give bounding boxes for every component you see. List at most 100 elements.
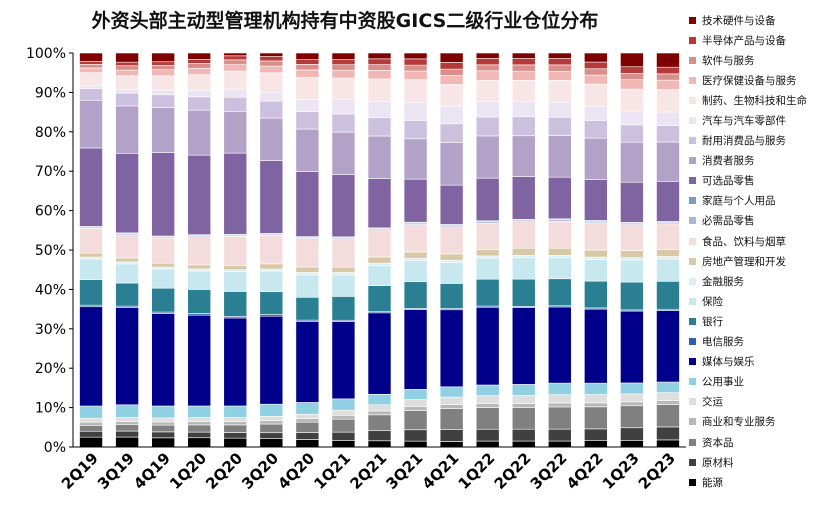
bar-segment [511, 80, 536, 103]
bar-segment [295, 99, 320, 113]
legend-swatch [689, 237, 696, 245]
legend-item: 汽车与汽车零部件 [689, 110, 830, 130]
bar-segment [223, 437, 248, 448]
bar-segment [656, 141, 680, 182]
bar-segment [547, 278, 572, 307]
bar-segment [151, 94, 175, 108]
legend-item: 医疗保健设备与服务 [689, 70, 830, 90]
bar-segment [115, 105, 139, 154]
legend-label: 银行 [702, 315, 723, 328]
bar-segment [511, 247, 536, 256]
bar-segment [620, 393, 644, 403]
bar-segment [187, 424, 212, 433]
bar-segment [223, 417, 248, 422]
bar-segment [367, 64, 392, 71]
bar-segment [475, 64, 500, 72]
bar-segment [151, 417, 175, 423]
bar-segment [620, 440, 644, 448]
legend-label: 必需品零售 [702, 215, 755, 228]
bar-segment [223, 152, 248, 235]
legend-swatch [689, 398, 696, 406]
bar-segment [403, 406, 428, 411]
x-tick-label: 2Q21 [346, 449, 390, 493]
legend-item: 房地产管理和开发 [689, 251, 830, 271]
bar-segment [295, 421, 320, 433]
bar-segment [511, 428, 536, 442]
bar-segment [620, 141, 644, 183]
bar-segment [439, 84, 464, 107]
bar-segment [403, 70, 428, 80]
bar-segment [656, 249, 680, 257]
bar-segment [475, 249, 500, 257]
bar-segment [187, 63, 212, 69]
legend-swatch [689, 458, 696, 466]
bar-segment [295, 59, 320, 65]
bar-segment [259, 65, 284, 74]
x-tick-label: 4Q20 [274, 449, 318, 493]
bar-segment [403, 79, 428, 104]
bar-segment [475, 135, 500, 179]
bar-segment [367, 265, 392, 286]
bar-segment [403, 138, 428, 180]
bar-segment [187, 405, 212, 418]
bar-segment [79, 252, 103, 258]
legend-item: 媒体与娱乐 [689, 352, 830, 372]
bar-segment [187, 74, 212, 91]
bar-segment [620, 257, 644, 261]
bar-segment [403, 410, 428, 431]
bar-segment [620, 382, 644, 395]
legend-label: 可选品零售 [702, 175, 755, 188]
bar-segment [79, 279, 103, 306]
bar-segment [295, 432, 320, 440]
bar-segment [259, 416, 284, 421]
x-tick-label: 3Q19 [94, 449, 138, 493]
bar-segment [115, 257, 139, 263]
bar-segment [439, 283, 464, 309]
bar-segment [187, 109, 212, 156]
bar-segment [151, 421, 175, 426]
x-tick-label: 4Q19 [130, 449, 174, 493]
bar-segment [547, 176, 572, 220]
bar-segment [367, 430, 392, 442]
bar-segment [547, 440, 572, 448]
bar-segment [367, 58, 392, 65]
bar-segment [584, 256, 608, 260]
bar-segment [439, 259, 464, 263]
bar-segment [656, 310, 680, 383]
bar-segment [475, 257, 500, 280]
bar-segment [259, 72, 284, 93]
bar-segment [403, 440, 428, 448]
bar-segment [367, 101, 392, 119]
legend-swatch [689, 317, 696, 325]
bar-segment [439, 52, 464, 63]
bar-segment [295, 238, 320, 268]
bar-segment [511, 440, 536, 448]
bar-segment [656, 89, 680, 113]
bar-segment [331, 238, 356, 268]
bar-segment [367, 410, 392, 416]
bar-segment [403, 224, 428, 253]
bar-segment [511, 257, 536, 280]
bar-segment [115, 69, 139, 76]
legend-label: 公用事业 [702, 376, 744, 389]
legend-swatch [689, 338, 696, 346]
bar-segment [331, 321, 356, 400]
bar-segment [79, 417, 103, 423]
legend-label: 商业和专业服务 [702, 416, 776, 429]
bar-segment [367, 117, 392, 137]
bar-segment [187, 270, 212, 290]
bar-segment [79, 147, 103, 227]
bar-segment [259, 315, 284, 405]
bar-segment [656, 125, 680, 143]
bar-segment [620, 401, 644, 407]
bar-segment [331, 98, 356, 115]
legend-swatch [689, 36, 696, 44]
bar-segment [547, 220, 572, 249]
bar-segment [620, 66, 644, 74]
legend-label: 金融服务 [702, 275, 744, 288]
bar-segment [295, 69, 320, 78]
bar-segment [475, 101, 500, 118]
bar-segment [547, 64, 572, 72]
legend-label: 半导体产品与设备 [702, 34, 786, 47]
bar-segment [547, 52, 572, 59]
